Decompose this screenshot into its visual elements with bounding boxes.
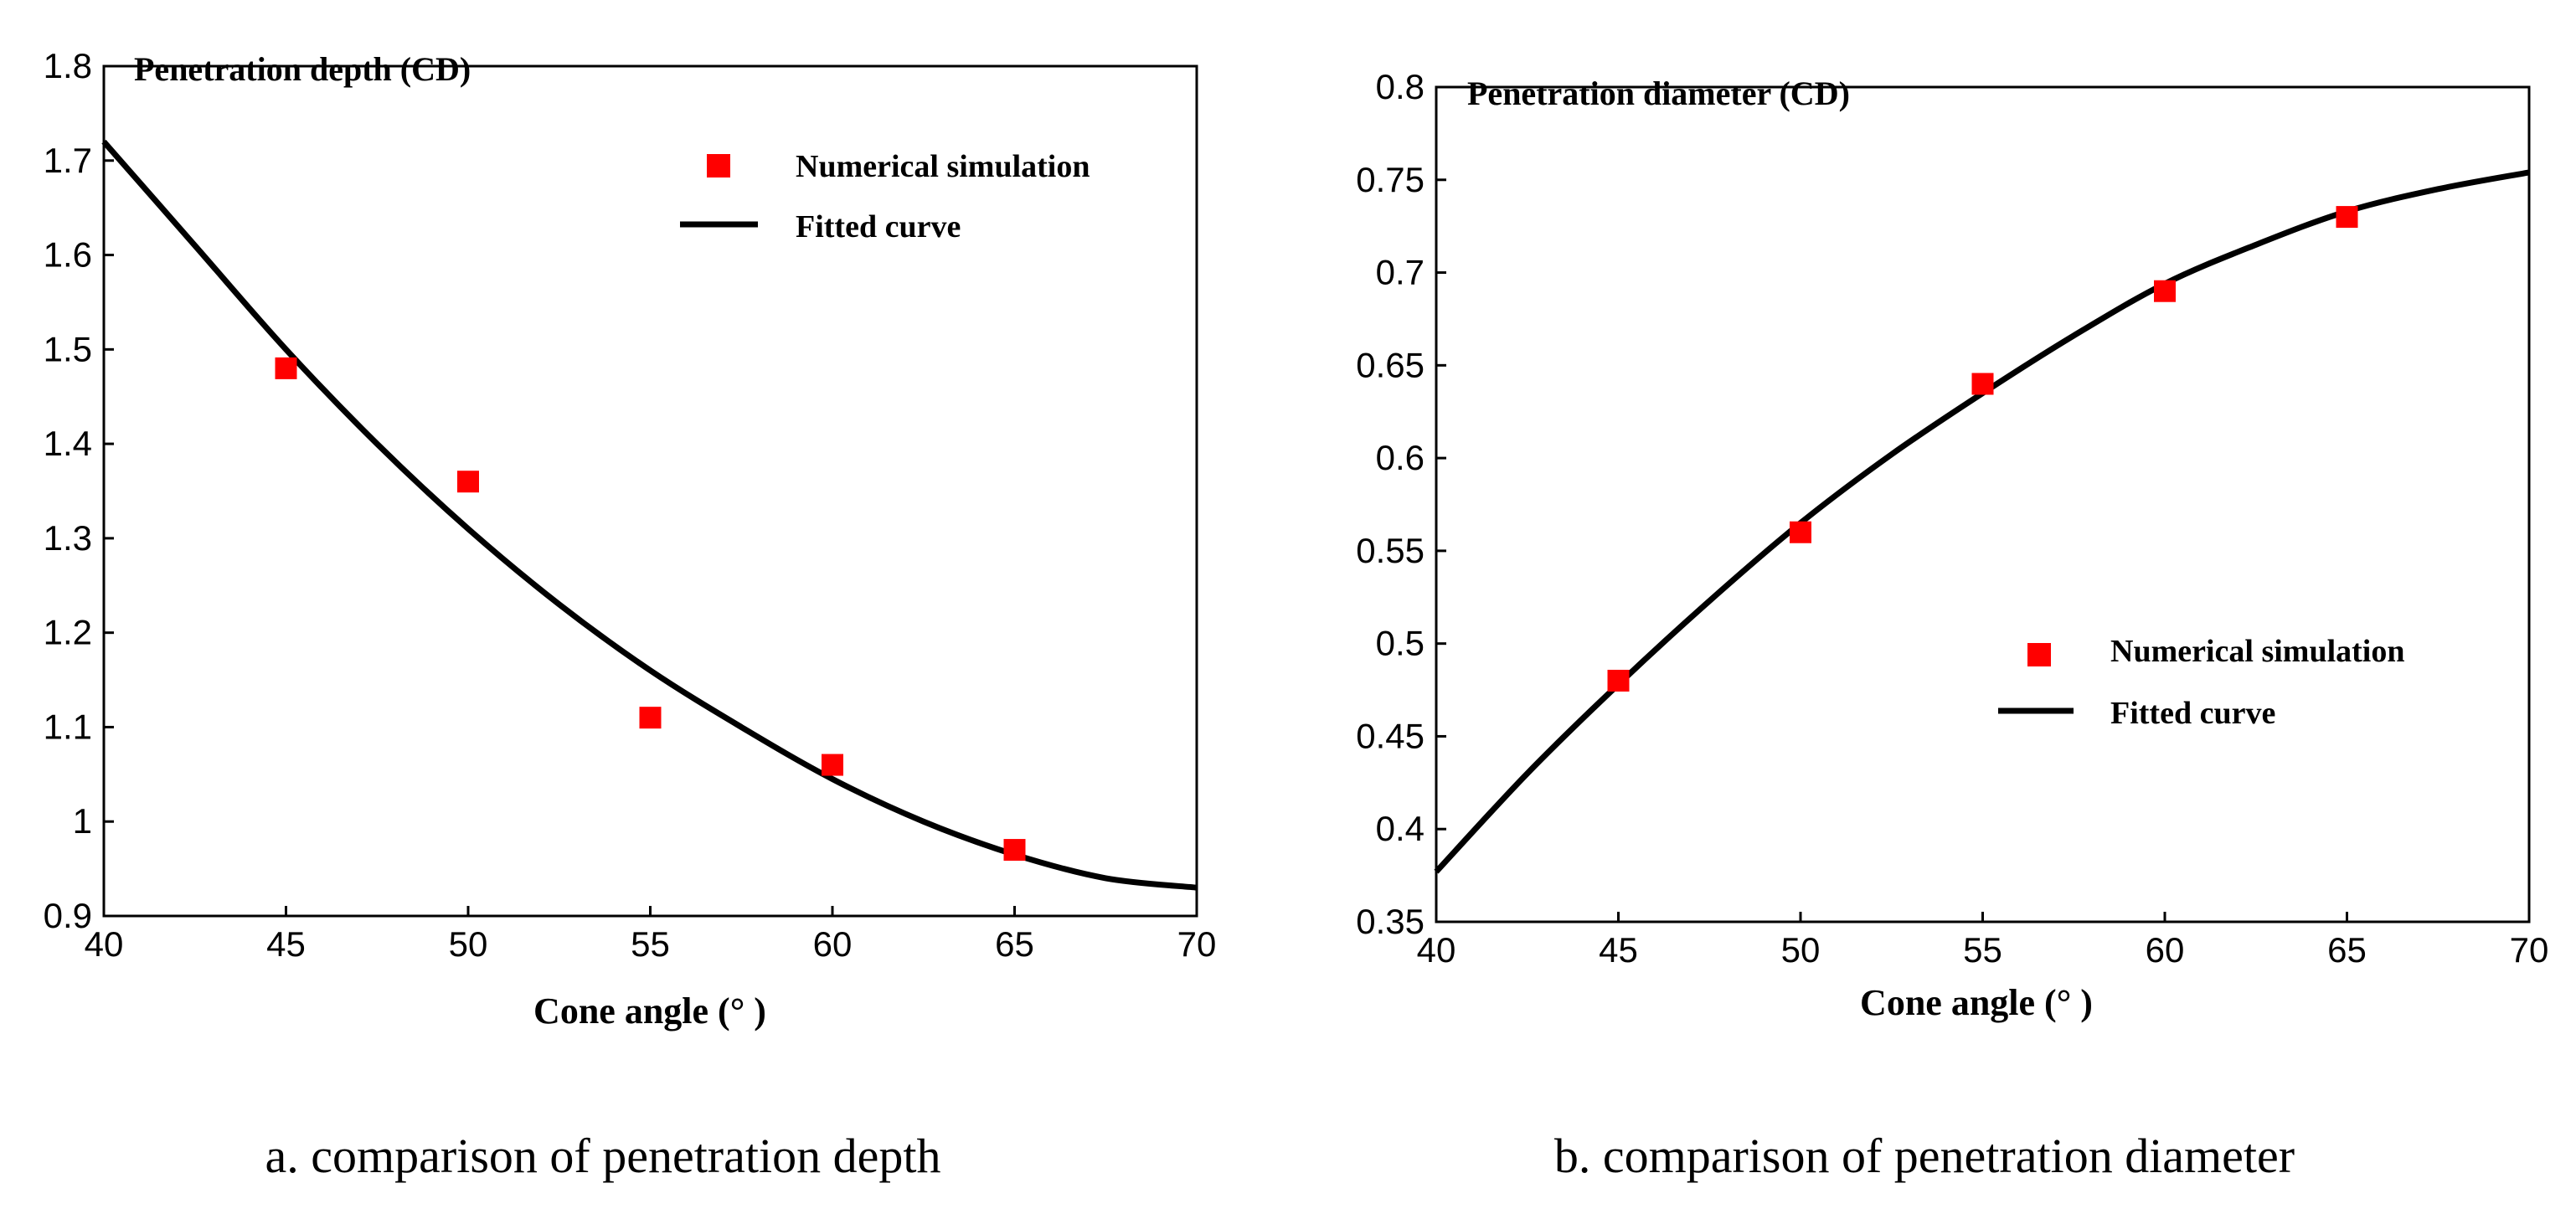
y-tick-label: 1.1: [44, 707, 92, 746]
panel-b-y-ticks: 0.35 0.4 0.45 0.5 0.55 0.6 0.65 0.7 0.75 0.8: [1356, 67, 1446, 941]
data-point: [2336, 206, 2358, 229]
y-tick-label: 0.7: [1376, 253, 1425, 292]
x-tick-label: 60: [813, 924, 853, 964]
y-tick-label: 1.6: [44, 235, 92, 275]
panel-a-fitted-curve: [101, 139, 1198, 891]
y-tick-label: 0.45: [1356, 716, 1425, 755]
x-tick-label: 65: [995, 924, 1034, 964]
x-tick-label: 50: [1781, 930, 1821, 970]
panel-b-plot-frame: [1435, 85, 2531, 923]
panel-a-legend-fitted: Fitted curve: [796, 209, 961, 244]
y-tick-label: 0.5: [1376, 624, 1425, 663]
x-tick-label: 70: [2510, 930, 2549, 970]
y-tick-label: 0.4: [1376, 809, 1425, 848]
y-tick-label: 0.75: [1356, 160, 1425, 199]
data-point: [1790, 521, 1811, 543]
panel-a-y-ticks: 0.9 1 1.1 1.2 1.3 1.4 1.5 1.6 1.7 1.8: [44, 46, 114, 935]
panel-b-title: Penetration diameter (CD): [1467, 75, 1850, 112]
panel-b-x-label: Cone angle (° ): [1860, 982, 2093, 1023]
panel-b-legend-marker: [2027, 643, 2051, 666]
panel-a-caption: a. comparison of penetration depth: [265, 1129, 941, 1183]
data-point: [1607, 669, 1630, 692]
y-tick-label: 0.8: [1376, 67, 1425, 106]
panel-b: 0.35 0.4 0.45 0.5 0.55 0.6 0.65 0.7 0.75 0.8 40 45…: [1356, 67, 2548, 1183]
panel-b-fitted-curve: [1434, 169, 2530, 874]
panel-b-markers: [1607, 206, 2358, 692]
data-point: [822, 754, 843, 776]
panel-a-markers: [275, 357, 1026, 862]
panel-b-caption: b. comparison of penetration diameter: [1554, 1129, 2295, 1183]
x-tick-label: 60: [2146, 930, 2185, 970]
y-tick-label: 0.55: [1356, 531, 1425, 570]
panel-a-legend-simulation: Numerical simulation: [796, 149, 1090, 184]
y-tick-label: 0.6: [1376, 438, 1425, 477]
x-tick-label: 70: [1177, 924, 1217, 964]
panel-a-x-ticks: 40 45 50 55 60 65 70: [85, 906, 1217, 964]
panel-a: 0.9 1 1.1 1.2 1.3 1.4 1.5 1.6 1.7 1.8 40 45 50 55 60 6…: [44, 46, 1217, 1183]
y-tick-label: 1.5: [44, 329, 92, 368]
y-tick-label: 1.8: [44, 46, 92, 85]
data-point: [275, 357, 297, 379]
panel-a-title: Penetration depth (CD): [134, 50, 471, 88]
data-point: [1003, 839, 1026, 862]
x-tick-label: 45: [266, 924, 306, 964]
panel-b-legend-fitted: Fitted curve: [2110, 696, 2275, 731]
x-tick-label: 45: [1599, 930, 1638, 970]
y-tick-label: 1: [73, 801, 92, 841]
data-point: [2154, 280, 2176, 302]
data-point: [457, 471, 479, 493]
x-tick-label: 40: [85, 924, 124, 964]
y-tick-label: 0.65: [1356, 345, 1425, 384]
data-point: [1971, 373, 1994, 395]
y-tick-label: 0.35: [1356, 902, 1425, 941]
y-tick-label: 1.7: [44, 141, 92, 180]
panel-a-plot-frame: [102, 64, 1198, 918]
x-tick-label: 40: [1417, 930, 1456, 970]
y-tick-label: 1.3: [44, 518, 92, 558]
y-tick-label: 1.2: [44, 613, 92, 652]
y-tick-label: 0.9: [44, 896, 92, 935]
panel-b-legend-simulation: Numerical simulation: [2110, 634, 2404, 669]
x-tick-label: 55: [631, 924, 670, 964]
panel-a-x-label: Cone angle (° ): [533, 990, 766, 1032]
panel-a-legend-marker: [707, 154, 730, 177]
x-tick-label: 50: [449, 924, 488, 964]
x-tick-label: 55: [1963, 930, 2002, 970]
y-tick-label: 1.4: [44, 424, 92, 463]
x-tick-label: 65: [2327, 930, 2367, 970]
data-point: [639, 707, 662, 729]
panel-b-x-ticks: 40 45 50 55 60 65 70: [1417, 912, 2549, 970]
